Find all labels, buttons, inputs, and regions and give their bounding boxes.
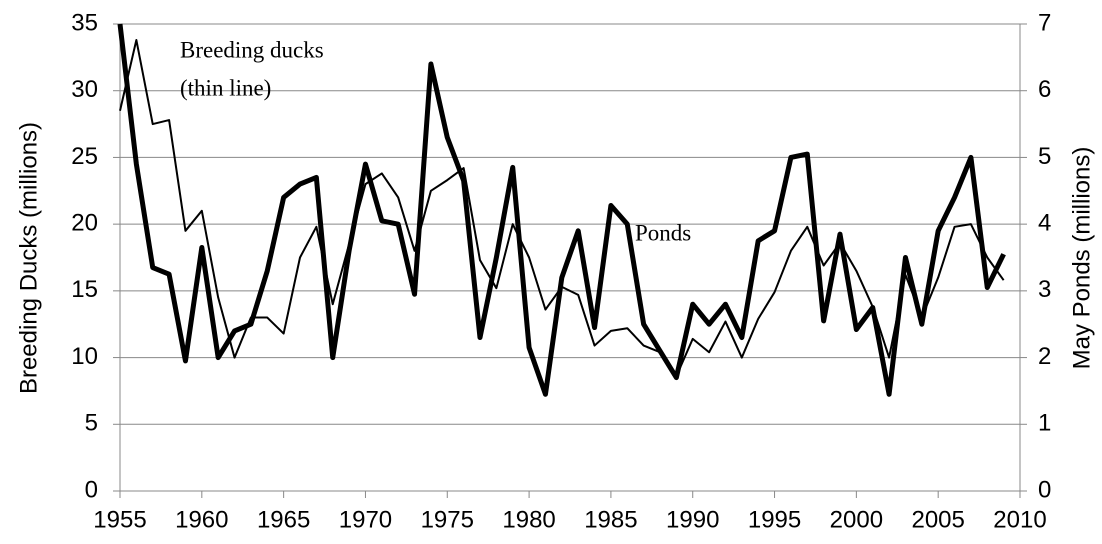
- x-tick-label: 1985: [584, 506, 637, 533]
- x-tick-label: 1955: [93, 506, 146, 533]
- y-tick-label: 5: [85, 410, 98, 437]
- y-tick-label: 30: [71, 76, 98, 103]
- y-tick-label: 35: [71, 9, 98, 36]
- y-axis-label: Breeding Ducks (millions): [15, 122, 42, 394]
- x-tick-label: 1980: [502, 506, 555, 533]
- x-tick-label: 1975: [421, 506, 474, 533]
- y2-tick-label: 4: [1038, 209, 1051, 236]
- annotation: Ponds: [635, 220, 691, 245]
- y-tick-label: 15: [71, 276, 98, 303]
- y-tick-label: 10: [71, 343, 98, 370]
- y-tick-label: 25: [71, 143, 98, 170]
- x-tick-label: 1965: [257, 506, 310, 533]
- y2-tick-label: 2: [1038, 343, 1051, 370]
- x-tick-label: 2005: [911, 506, 964, 533]
- x-tick-label: 1995: [748, 506, 801, 533]
- y2-tick-label: 5: [1038, 143, 1051, 170]
- annotation: (thin line): [180, 75, 271, 100]
- x-tick-label: 1990: [666, 506, 719, 533]
- x-tick-label: 2010: [993, 506, 1046, 533]
- annotation: Breeding ducks: [180, 37, 324, 62]
- y2-tick-label: 0: [1038, 476, 1051, 503]
- y2-tick-label: 7: [1038, 9, 1051, 36]
- line-series: [117, 23, 1006, 397]
- y-tick-label: 0: [85, 476, 98, 503]
- y2-tick-label: 3: [1038, 276, 1051, 303]
- x-tick-label: 1960: [175, 506, 228, 533]
- y2-tick-label: 6: [1038, 76, 1051, 103]
- x-tick-label: 2000: [830, 506, 883, 533]
- y2-axis-label: May Ponds (millions): [1068, 147, 1095, 370]
- x-tick-label: 1970: [339, 506, 392, 533]
- y2-tick-label: 1: [1038, 410, 1051, 437]
- y-tick-label: 20: [71, 209, 98, 236]
